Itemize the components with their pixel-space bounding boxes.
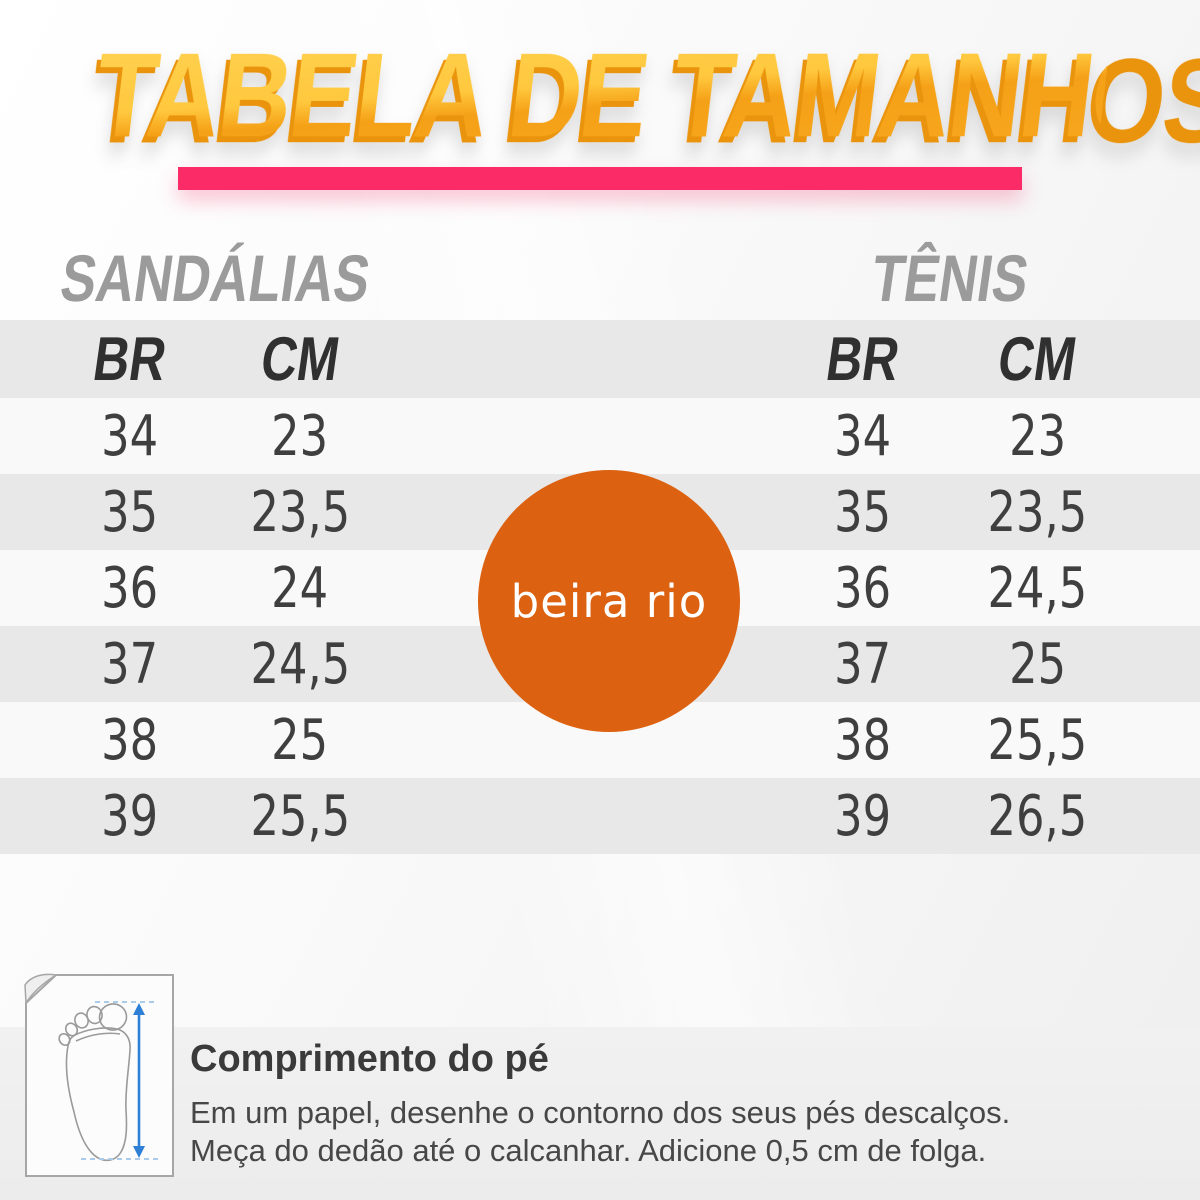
paper-icon	[25, 974, 174, 1177]
table-header-band	[0, 320, 1200, 398]
table-cell-cm: 23	[271, 403, 329, 469]
column-header-cm: CM	[256, 324, 344, 394]
footer-heading: Comprimento do pé	[190, 1038, 549, 1080]
section-title-sandalias: SANDÁLIAS	[55, 241, 375, 315]
section-title-tenis: TÊNIS	[867, 241, 1033, 315]
table-cell-cm: 23	[1008, 403, 1066, 469]
footer-instruction-line-1: Em um papel, desenhe o contorno dos seus…	[190, 1095, 1011, 1130]
brand-logo-text: beira rio	[510, 574, 708, 628]
table-cell-cm: 24	[271, 555, 329, 621]
table-cell-cm: 23,5	[987, 479, 1088, 545]
table-cell-br: 36	[101, 555, 159, 621]
table-cell-cm: 23,5	[250, 479, 350, 545]
table-cell-cm: 26,5	[987, 783, 1088, 849]
table-cell-cm: 25,5	[987, 707, 1088, 773]
table-cell-cm: 25	[1008, 631, 1066, 697]
table-cell-br: 39	[833, 783, 891, 849]
page-title: TABELA DE TAMANHOS TABELA DE TAMANHOS	[83, 26, 1200, 168]
foot-measurement-icon	[24, 973, 174, 1177]
table-cell-br: 34	[101, 403, 159, 469]
title-underline	[178, 167, 1022, 190]
table-cell-br: 35	[101, 479, 159, 545]
table-cell-br: 35	[833, 479, 891, 545]
table-cell-br: 36	[833, 555, 891, 621]
footer-instructions: Comprimento do pé Em um papel, desenhe o…	[190, 1038, 1010, 1170]
table-cell-br: 34	[833, 403, 891, 469]
column-header-cm: CM	[994, 324, 1081, 394]
column-header-br: BR	[89, 324, 171, 394]
table-cell-br: 37	[833, 631, 891, 697]
page-title-front-layer: TABELA DE TAMANHOS	[88, 28, 1200, 162]
table-cell-br: 38	[101, 707, 159, 773]
column-header-br: BR	[821, 324, 904, 394]
table-cell-br: 37	[101, 631, 159, 697]
table-cell-br: 38	[833, 707, 891, 773]
table-cell-cm: 24,5	[987, 555, 1088, 621]
footer-background-strip	[0, 1027, 1200, 1200]
footer-instruction-line-2: Meça do dedão até o calcanhar. Adicione …	[190, 1133, 987, 1168]
table-cell-br: 39	[101, 783, 159, 849]
size-table-tenis: BR CM 34 23 35 23,5 36 24,5 37 25 38 25,…	[775, 320, 1125, 854]
table-cell-cm: 25,5	[250, 783, 350, 849]
table-row-band	[0, 778, 1200, 854]
size-table-sandalias: BR CM 34 23 35 23,5 36 24 37 24,5 38 25 …	[45, 320, 385, 854]
brand-logo-circle: beira rio	[478, 470, 740, 732]
table-cell-cm: 24,5	[250, 631, 350, 697]
table-row-band	[0, 398, 1200, 474]
table-cell-cm: 25	[271, 707, 329, 773]
